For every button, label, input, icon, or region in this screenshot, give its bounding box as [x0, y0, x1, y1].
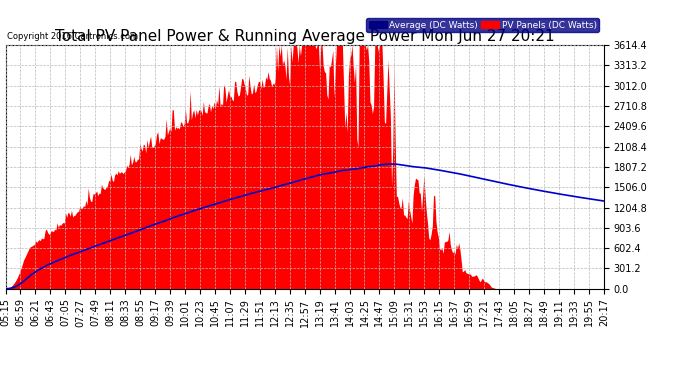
Title: Total PV Panel Power & Running Average Power Mon Jun 27 20:21: Total PV Panel Power & Running Average P… — [55, 29, 555, 44]
Text: Copyright 2016 Cartronics.com: Copyright 2016 Cartronics.com — [7, 32, 138, 41]
Legend: Average (DC Watts), PV Panels (DC Watts): Average (DC Watts), PV Panels (DC Watts) — [366, 18, 599, 32]
